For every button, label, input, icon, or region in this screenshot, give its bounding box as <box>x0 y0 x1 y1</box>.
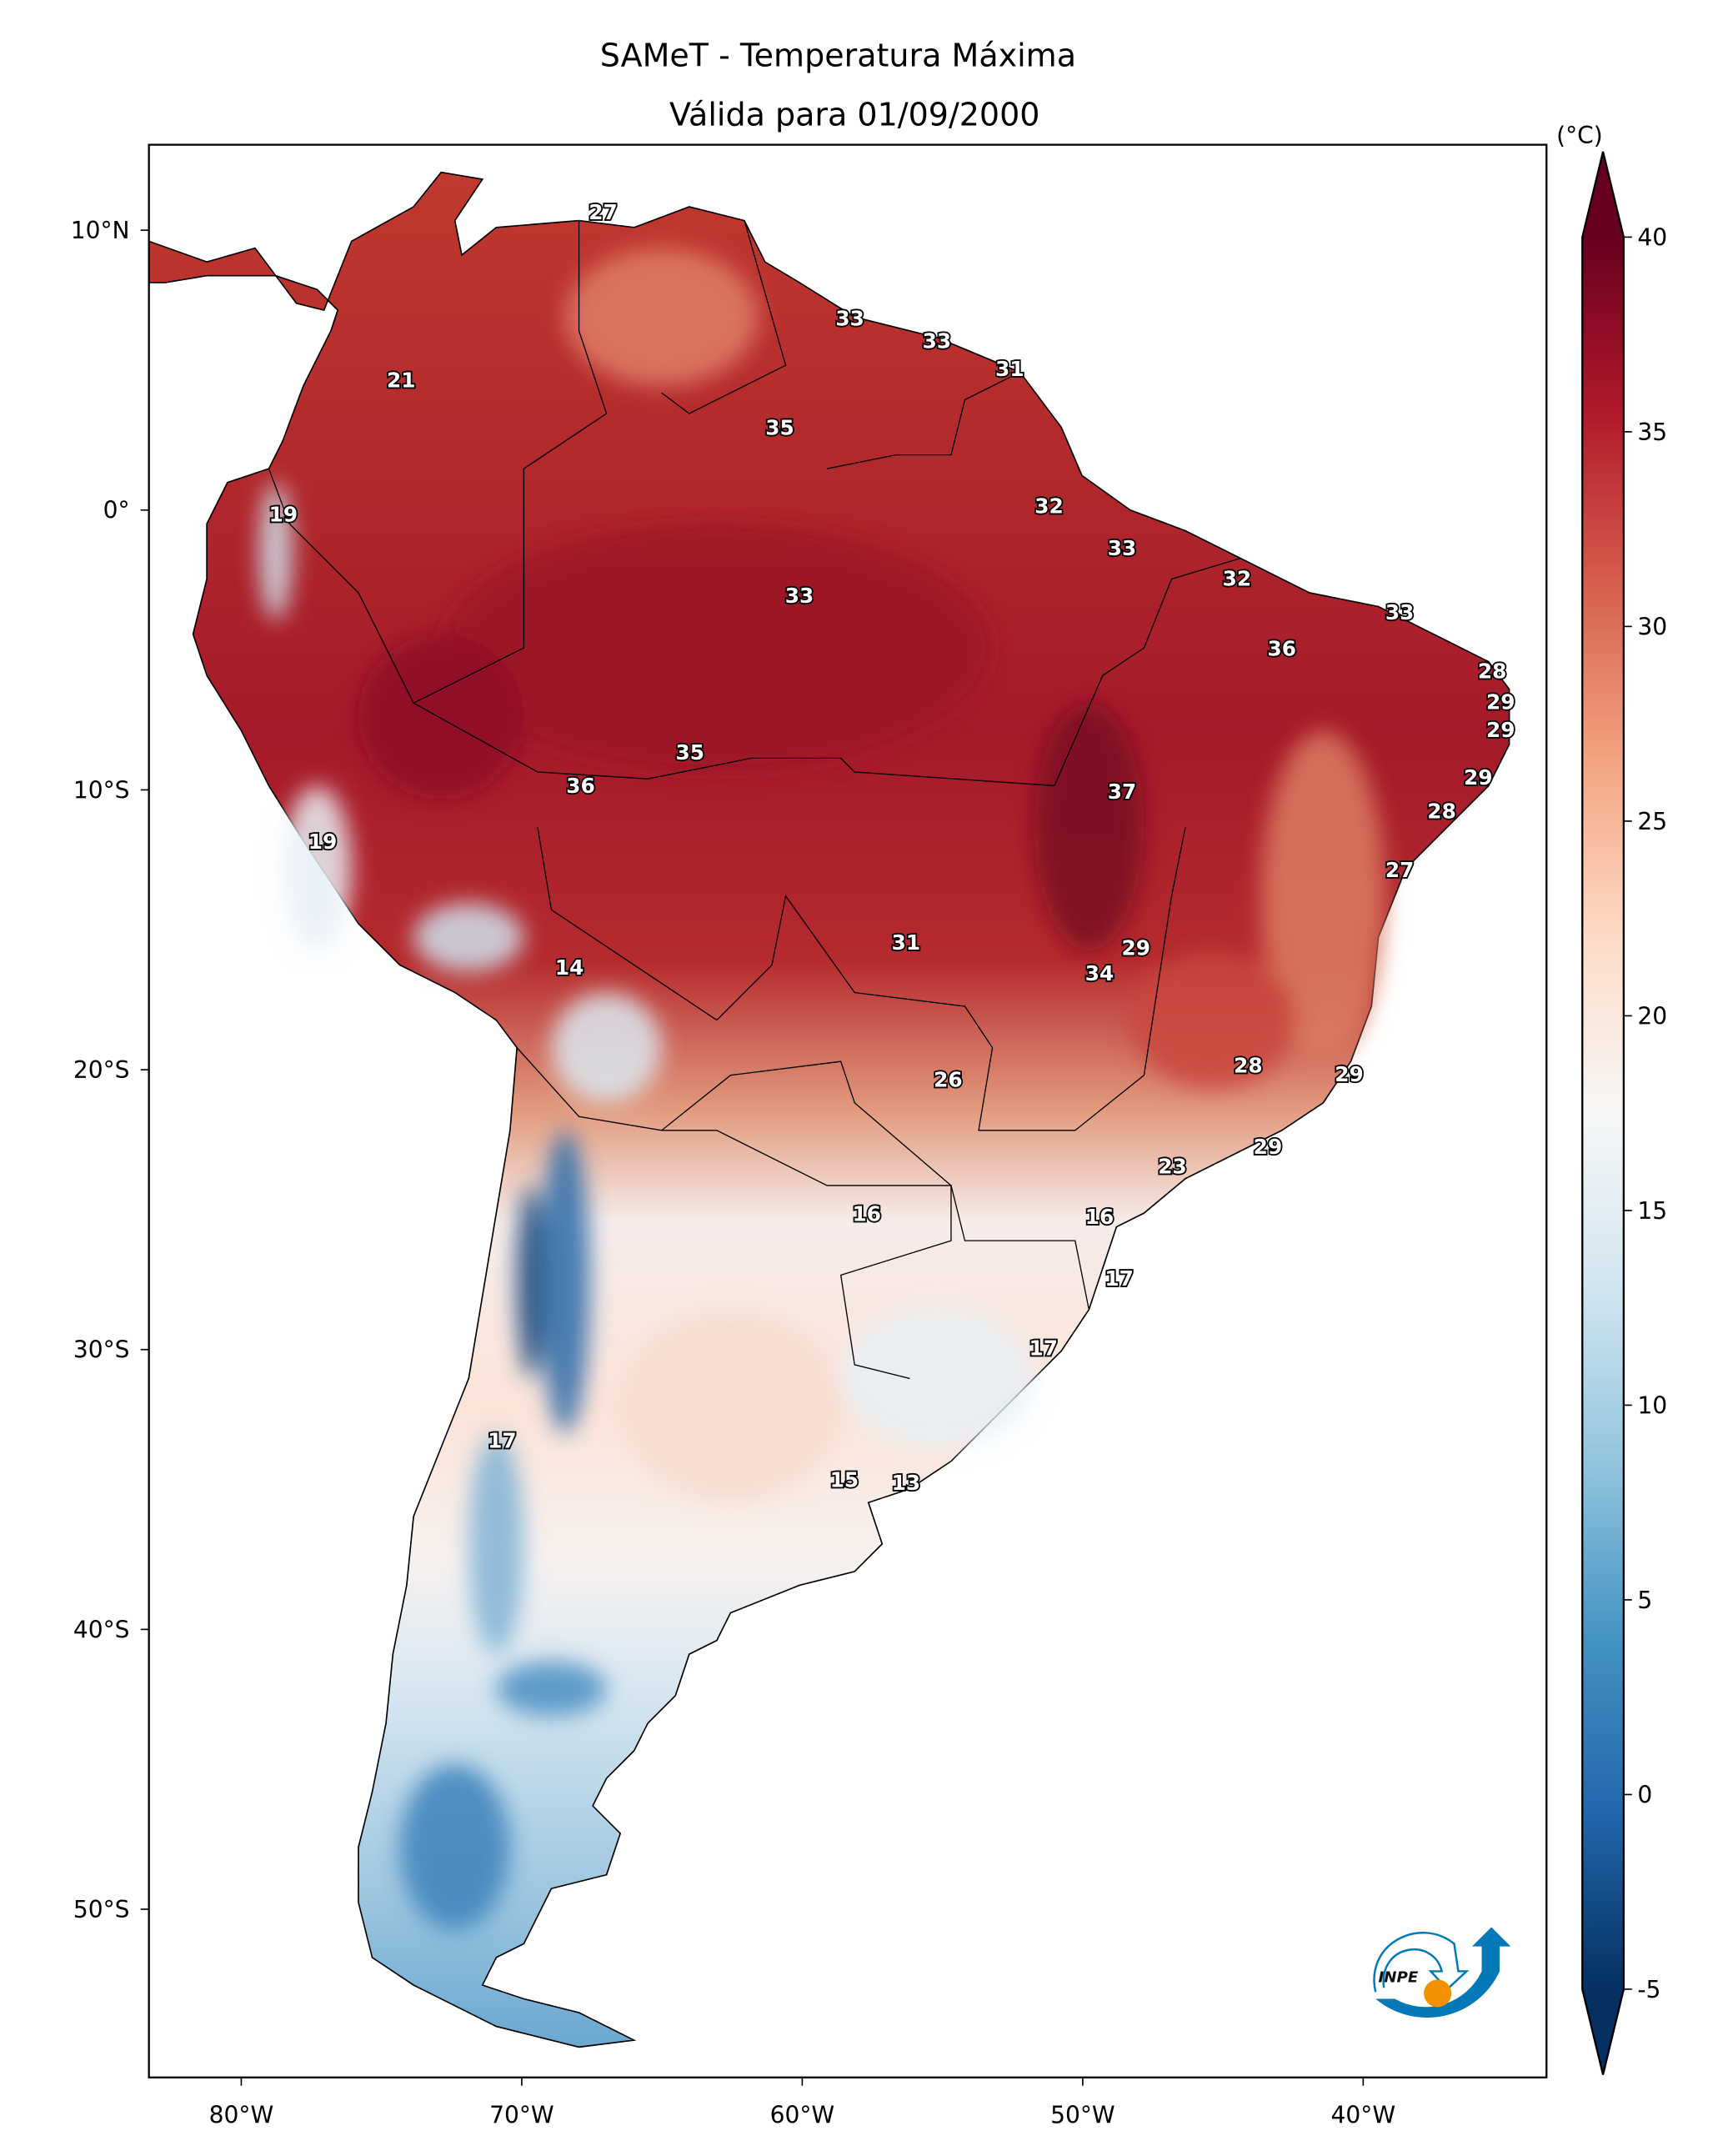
contour-label: 17 <box>488 1428 517 1452</box>
contour-label: 29 <box>1464 765 1493 790</box>
contour-label: 28 <box>1427 799 1456 823</box>
contour-label: 14 <box>555 955 584 980</box>
colorbar-tick-label: 15 <box>1637 1197 1667 1225</box>
contour-label: 36 <box>1268 637 1297 661</box>
contour-label: 32 <box>1223 567 1252 591</box>
contour-label: 21 <box>387 368 416 392</box>
contour-label: 37 <box>1108 780 1137 804</box>
contour-label: 13 <box>892 1471 921 1495</box>
logo-orange-circle-icon <box>1424 1979 1452 2008</box>
colorbar-ticks: -5 0 5 10 15 20 25 30 35 40 <box>1623 223 1667 2003</box>
lat-tick-label: 10°N <box>71 217 130 244</box>
contour-label: 35 <box>765 415 794 439</box>
country-borders <box>268 220 1241 1380</box>
colorbar-tick-label: 35 <box>1637 419 1667 446</box>
temperature-field-overlay <box>258 248 1385 1930</box>
lat-tick-label: 30°S <box>73 1336 130 1364</box>
colorbar-bar <box>1581 151 1625 2075</box>
map-area <box>148 171 1510 2048</box>
contour-label: 29 <box>1335 1062 1364 1086</box>
contour-label: 19 <box>308 830 338 854</box>
contour-label: 29 <box>1254 1135 1283 1159</box>
south-america-land <box>148 171 1510 2048</box>
chart-subtitle: Válida para 01/09/2000 <box>669 96 1040 133</box>
colorbar-tick-label: 20 <box>1637 1002 1667 1030</box>
lat-tick-label: 40°S <box>73 1616 130 1643</box>
colorbar-tick-label: 30 <box>1637 613 1667 640</box>
contour-label: 28 <box>1234 1054 1263 1078</box>
contour-labels: 27 33 33 31 21 35 19 32 33 32 33 33 36 28 29 29 35 29 36 37… <box>268 198 1516 1496</box>
contour-label: 26 <box>934 1068 963 1092</box>
colorbar-tick-label: -5 <box>1637 1976 1660 2003</box>
colorbar-tick-label: 25 <box>1637 808 1667 835</box>
contour-label: 32 <box>1034 494 1064 518</box>
colorbar-unit-label: (°C) <box>1556 122 1603 149</box>
contour-label: 33 <box>835 307 864 331</box>
chart-title: SAMeT - Temperatura Máxima <box>600 37 1076 73</box>
lat-tick-label: 50°S <box>73 1896 130 1923</box>
lat-tick-label: 10°S <box>73 776 130 804</box>
colorbar-tick-label: 40 <box>1637 223 1667 251</box>
contour-label: 36 <box>566 774 595 798</box>
contour-label: 23 <box>1158 1155 1187 1179</box>
lat-tick-label: 20°S <box>73 1056 130 1084</box>
logo-text: INPE <box>1379 1969 1419 1987</box>
contour-label: 27 <box>1385 858 1415 882</box>
contour-label: 33 <box>1385 600 1415 624</box>
contour-label: 31 <box>892 930 921 955</box>
lon-tick-label: 70°W <box>489 2101 554 2128</box>
contour-label: 27 <box>589 200 618 224</box>
lon-tick-label: 80°W <box>209 2101 274 2128</box>
latitude-axis: 10°N 0° 10°S 20°S 30°S 40°S 50°S <box>71 217 149 1923</box>
contour-label: 35 <box>676 740 705 765</box>
colorbar-tick-label: 0 <box>1637 1781 1652 1808</box>
contour-label: 16 <box>1085 1205 1114 1229</box>
contour-label: 29 <box>1122 936 1151 960</box>
contour-label: 29 <box>1486 689 1515 714</box>
lon-tick-label: 40°W <box>1331 2101 1396 2128</box>
longitude-axis: 80°W 70°W 60°W 50°W 40°W <box>209 2077 1396 2128</box>
contour-label: 31 <box>995 357 1024 381</box>
contour-label: 33 <box>1108 536 1137 560</box>
contour-label: 17 <box>1104 1266 1134 1291</box>
contour-label: 34 <box>1085 961 1114 985</box>
lon-tick-label: 60°W <box>770 2101 835 2128</box>
contour-label: 16 <box>853 1202 882 1226</box>
inpe-logo: INPE <box>1373 1927 1511 2018</box>
logo-swirl-icon <box>1373 1932 1470 1993</box>
logo-arrow-icon <box>1375 1927 1511 2018</box>
colorbar: -5 0 5 10 15 20 25 30 35 40 (°C) <box>1556 122 1667 2075</box>
colorbar-tick-label: 5 <box>1637 1587 1652 1614</box>
contour-label: 33 <box>923 328 952 353</box>
lat-tick-label: 0° <box>103 497 130 524</box>
plot-frame <box>148 143 1548 2078</box>
contour-label: 33 <box>785 584 814 608</box>
contour-label: 19 <box>269 502 298 526</box>
contour-label: 29 <box>1486 718 1515 742</box>
contour-label: 28 <box>1478 659 1507 683</box>
lon-tick-label: 50°W <box>1050 2101 1115 2128</box>
colorbar-tick-label: 10 <box>1637 1391 1667 1419</box>
contour-label: 15 <box>830 1467 859 1492</box>
contour-label: 17 <box>1029 1336 1059 1361</box>
